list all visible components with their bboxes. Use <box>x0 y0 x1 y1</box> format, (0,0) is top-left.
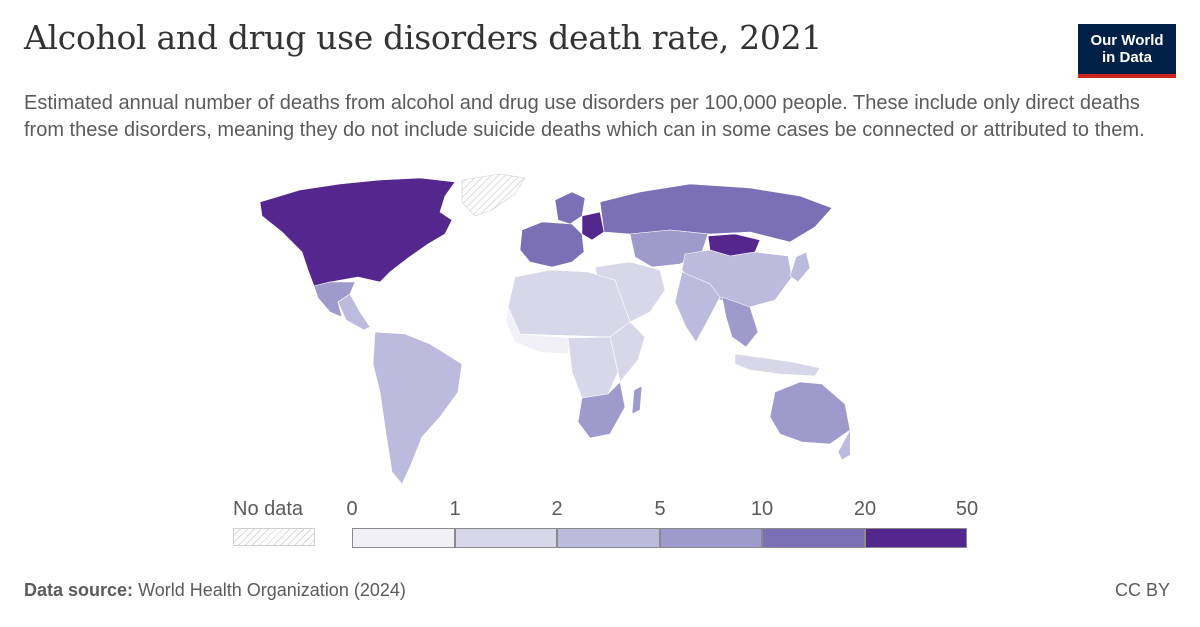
data-source-text[interactable]: World Health Organization (2024) <box>138 580 406 600</box>
no-data-label: No data <box>233 498 304 520</box>
logo-line-1: Our World <box>1090 32 1164 49</box>
legend-bin-0-1[interactable] <box>352 528 455 548</box>
legend-bin-20-50[interactable] <box>865 528 967 548</box>
legend-tick-5: 20 <box>853 498 877 520</box>
legend-tick-6: 50 <box>955 498 979 520</box>
no-data-swatch <box>233 528 315 546</box>
legend-tick-3: 5 <box>654 498 666 520</box>
chart-subtitle: Estimated annual number of deaths from a… <box>24 92 1145 141</box>
region-indonesia[interactable] <box>734 353 821 377</box>
region-south-america[interactable] <box>372 331 463 485</box>
legend-bin-10-20[interactable] <box>762 528 865 548</box>
legend-bin-2-5[interactable] <box>557 528 660 548</box>
region-india[interactable] <box>674 271 721 343</box>
legend-tick-2: 2 <box>551 498 563 520</box>
chart-title: Alcohol and drug use disorders death rat… <box>24 18 822 57</box>
data-source: Data source: World Health Organization (… <box>24 580 406 601</box>
license-label[interactable]: CC BY <box>1114 580 1170 600</box>
owid-logo[interactable]: Our World in Data <box>1078 24 1176 78</box>
legend-tick-1: 1 <box>449 498 461 520</box>
legend-bin-1-2[interactable] <box>455 528 557 548</box>
region-scandinavia[interactable] <box>554 191 586 225</box>
region-southeast-asia[interactable] <box>721 296 759 348</box>
region-east-africa[interactable] <box>609 321 646 383</box>
region-new-zealand[interactable] <box>837 429 850 461</box>
region-greenland[interactable] <box>461 173 526 217</box>
region-central-america[interactable] <box>337 293 371 331</box>
region-eastern-europe[interactable] <box>581 211 605 241</box>
legend-tick-4: 10 <box>750 498 774 520</box>
region-north-africa[interactable] <box>507 269 631 338</box>
region-europe[interactable] <box>519 221 585 268</box>
region-central-africa[interactable] <box>567 336 619 399</box>
data-source-label: Data source: <box>24 580 134 600</box>
region-japan[interactable] <box>789 251 811 283</box>
color-legend: No data 0 1 2 5 10 20 50 <box>0 490 1200 560</box>
region-west-africa[interactable] <box>505 306 571 355</box>
region-australia[interactable] <box>769 381 850 445</box>
legend-bin-5-10[interactable] <box>660 528 762 548</box>
world-map[interactable] <box>190 172 850 492</box>
legend-tick-0: 0 <box>346 498 358 520</box>
region-madagascar[interactable] <box>631 385 643 415</box>
logo-line-2: in Data <box>1101 49 1152 66</box>
region-southern-africa[interactable] <box>577 381 626 439</box>
region-north-america[interactable] <box>259 177 456 287</box>
